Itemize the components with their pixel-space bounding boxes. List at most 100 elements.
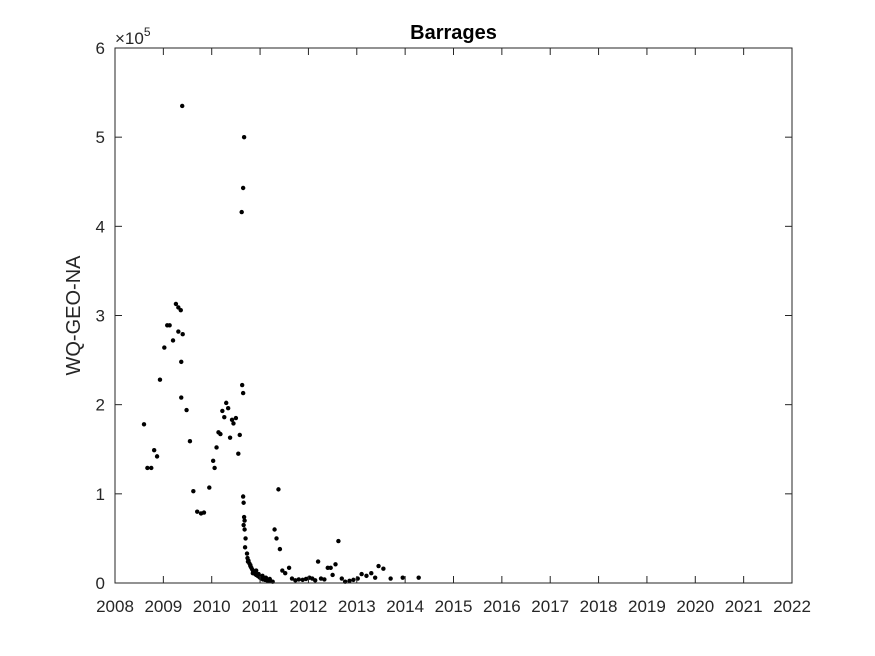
x-tick-label: 2018 xyxy=(580,597,618,616)
x-tick-label: 2013 xyxy=(338,597,376,616)
x-tick-label: 2014 xyxy=(386,597,424,616)
x-tick-label: 2008 xyxy=(96,597,134,616)
y-axis-exponent-base: ×10 xyxy=(115,29,144,48)
data-point xyxy=(242,518,247,523)
axis-ticks xyxy=(114,47,793,584)
y-tick-label: 3 xyxy=(96,307,105,326)
data-point xyxy=(248,562,253,568)
data-point xyxy=(241,522,246,528)
data-point xyxy=(154,454,160,459)
x-tick-label: 2022 xyxy=(773,597,811,616)
data-point xyxy=(179,359,184,365)
data-point xyxy=(364,573,369,579)
data-point xyxy=(388,576,393,581)
data-point xyxy=(141,422,147,427)
plot-area-frame xyxy=(114,47,793,584)
data-point xyxy=(176,329,181,334)
data-point xyxy=(239,382,245,388)
data-point xyxy=(381,566,386,571)
data-point xyxy=(237,432,242,438)
data-point xyxy=(274,536,279,541)
data-point xyxy=(241,500,246,505)
data-point xyxy=(179,395,184,400)
data-point xyxy=(236,451,241,456)
data-point xyxy=(339,576,344,581)
data-point xyxy=(227,435,233,440)
data-point xyxy=(151,447,157,453)
y-tick-label: 0 xyxy=(96,574,105,593)
data-point xyxy=(347,578,352,583)
data-point xyxy=(240,390,246,396)
chart-title: Barrages xyxy=(410,22,497,44)
data-point xyxy=(157,377,163,382)
data-point xyxy=(293,578,298,583)
y-tick-label: 1 xyxy=(96,485,105,504)
x-tick-label: 2009 xyxy=(144,597,182,616)
data-point xyxy=(233,415,239,421)
data-point xyxy=(372,575,378,580)
data-point xyxy=(276,487,281,492)
data-point xyxy=(187,439,193,444)
data-point xyxy=(260,573,265,579)
data-point xyxy=(180,332,185,337)
data-point xyxy=(173,301,179,307)
x-tick-label: 2011 xyxy=(242,597,279,616)
data-point xyxy=(312,578,318,583)
data-point xyxy=(256,571,261,577)
data-point xyxy=(239,209,244,215)
y-axis-label: WQ-GEO-NA xyxy=(63,255,85,376)
x-tick-label: 2021 xyxy=(725,597,763,616)
data-point xyxy=(250,570,256,576)
data-point xyxy=(244,551,250,556)
data-point xyxy=(400,575,405,580)
data-point xyxy=(242,545,248,550)
data-point xyxy=(170,338,176,343)
data-point xyxy=(303,576,309,582)
data-point xyxy=(184,407,189,413)
data-point xyxy=(240,494,246,499)
data-point xyxy=(210,458,216,464)
tick-labels: 2008 2009 2010 2011 2012 2013 2014 2015 2016 2017… xyxy=(96,39,811,616)
data-point xyxy=(272,527,277,532)
y-axis-exponent-power: 5 xyxy=(144,25,151,39)
data-point xyxy=(191,488,196,494)
data-point xyxy=(245,559,251,564)
x-tick-label: 2019 xyxy=(628,597,666,616)
data-point xyxy=(330,572,335,578)
data-point xyxy=(214,445,219,450)
data-point xyxy=(289,576,295,581)
data-point xyxy=(220,408,225,414)
data-point xyxy=(322,577,327,582)
data-point xyxy=(376,563,381,569)
data-point xyxy=(222,414,227,420)
data-point xyxy=(315,559,321,564)
y-tick-label: 6 xyxy=(96,39,105,58)
data-point xyxy=(162,345,167,350)
data-point xyxy=(241,514,247,520)
data-point xyxy=(318,576,324,581)
data-point xyxy=(149,465,154,471)
data-point xyxy=(207,485,212,490)
data-point xyxy=(242,527,247,532)
data-point xyxy=(300,577,305,583)
data-point xyxy=(195,509,200,514)
data-point xyxy=(416,575,421,580)
data-point xyxy=(218,431,223,437)
data-point xyxy=(336,538,341,544)
data-point xyxy=(351,577,356,583)
data-point xyxy=(167,323,172,328)
data-points xyxy=(141,103,421,584)
x-tick-label: 2020 xyxy=(676,597,714,616)
x-tick-label: 2012 xyxy=(290,597,328,616)
data-point xyxy=(283,570,288,576)
data-point xyxy=(333,562,338,567)
data-point xyxy=(225,406,231,411)
data-point xyxy=(296,577,301,582)
data-point xyxy=(178,307,183,313)
data-point xyxy=(212,465,217,471)
y-axis-exponent: ×105 xyxy=(115,25,151,48)
data-point xyxy=(231,421,236,426)
y-tick-label: 2 xyxy=(96,396,105,415)
data-point xyxy=(277,546,283,552)
